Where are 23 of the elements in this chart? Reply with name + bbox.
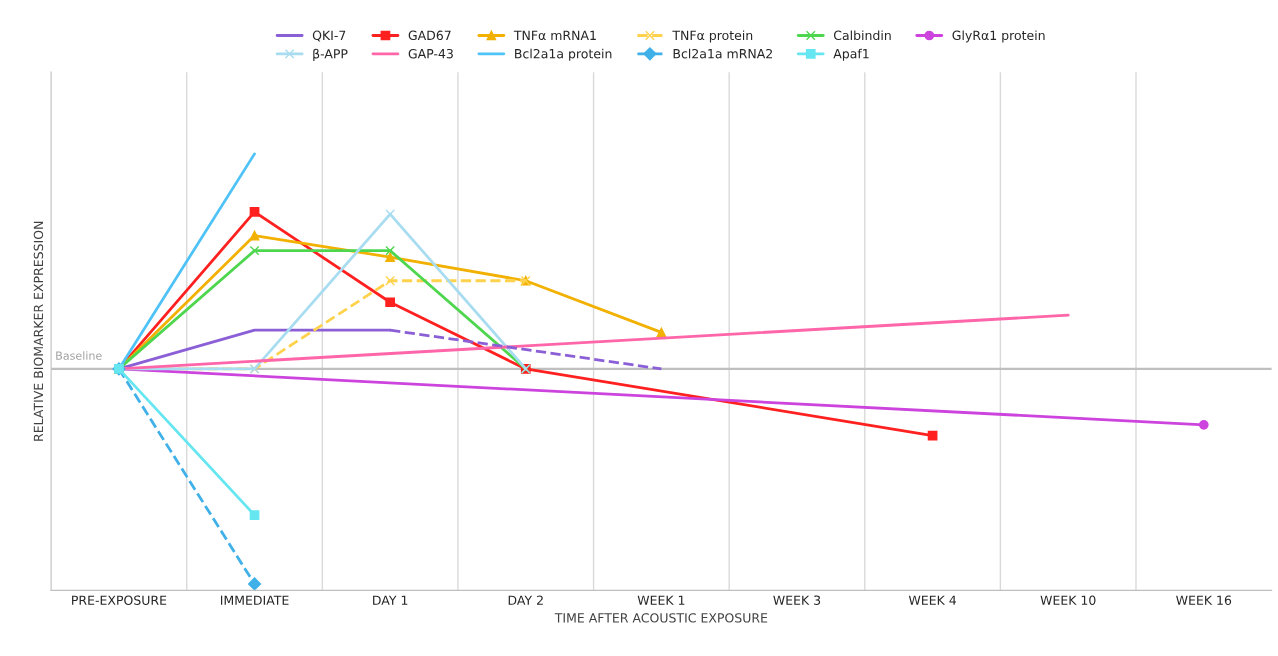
x-tick-label: WEEK 16 — [1176, 595, 1232, 605]
annotation: Baseline — [56, 351, 102, 360]
legend-label: Calbindin — [833, 30, 891, 41]
legend-label: Bcl2a1a protein — [515, 48, 612, 61]
x-tick-label: DAY 2 — [508, 595, 543, 605]
legend-label: β-APP — [313, 48, 348, 61]
x-tick-label: WEEK 1 — [637, 595, 685, 605]
x-tick-label: WEEK 10 — [1040, 595, 1096, 605]
y-axis-title: RELATIVE BIOMARKER EXPRESSION — [33, 221, 44, 441]
legend-label: Bcl2a1a mRNA2 — [673, 48, 772, 59]
x-axis-title: TIME AFTER ACOUSTIC EXPOSURE — [554, 613, 768, 623]
legend-label: QKI-7 — [312, 30, 346, 42]
legend-label: GlyRα1 protein — [952, 30, 1045, 43]
legend-label: Apaf1 — [833, 48, 869, 61]
legend-label: TNFα mRNA1 — [513, 30, 596, 41]
legend-label: TNFα protein — [672, 30, 753, 43]
x-tick-label: WEEK 4 — [908, 595, 957, 605]
legend-label: GAP-43 — [408, 48, 453, 59]
legend-label: GAD67 — [408, 30, 451, 41]
x-tick-label: IMMEDIATE — [220, 595, 289, 605]
x-tick-label: DAY 1 — [373, 595, 408, 605]
x-tick-label: WEEK 3 — [773, 595, 821, 605]
x-tick-label: PRE-EXPOSURE — [72, 595, 167, 605]
